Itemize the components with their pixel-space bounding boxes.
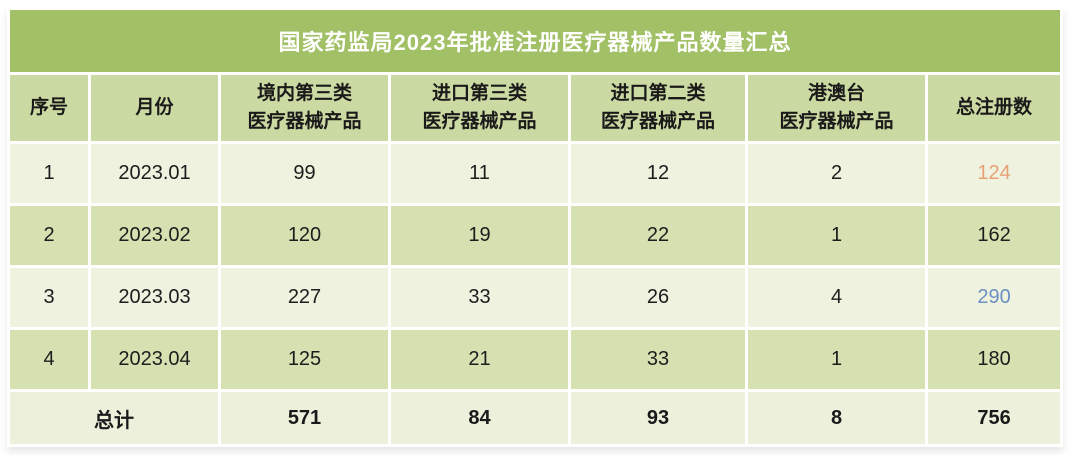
page-title: 国家药监局2023年批准注册医疗器械产品数量汇总 — [10, 10, 1061, 72]
table-row: 3 2023.03 227 33 26 4 290 — [10, 268, 1061, 327]
column-header-import_class2: 进口第二类医疗器械产品 — [571, 75, 745, 141]
column-header-domestic_class3: 境内第三类医疗器械产品 — [221, 75, 388, 141]
column-header-month: 月份 — [91, 75, 218, 141]
total-cell-domestic-class3: 571 — [221, 392, 388, 444]
cell-seq: 2 — [10, 206, 88, 265]
column-header-line: 医疗器械产品 — [422, 111, 537, 132]
table-row: 4 2023.04 125 21 33 1 180 — [10, 330, 1061, 389]
column-header-import_class3: 进口第三类医疗器械产品 — [391, 75, 568, 141]
cell-month: 2023.04 — [91, 330, 218, 389]
column-header-line: 医疗器械产品 — [247, 111, 362, 132]
cell-import_class2: 33 — [571, 330, 745, 389]
column-header-line: 医疗器械产品 — [600, 111, 715, 132]
column-header-line: 医疗器械产品 — [779, 111, 894, 132]
table-body: 1 2023.01 99 11 12 2 124 2 2023.02 120 19 22 1 162 3 20… — [10, 144, 1061, 389]
cell-import_class2: 26 — [571, 268, 745, 327]
cell-hmt: 1 — [748, 206, 925, 265]
cell-hmt: 2 — [748, 144, 925, 203]
column-header-seq: 序号 — [10, 75, 88, 141]
cell-import_class2: 22 — [571, 206, 745, 265]
column-header-total: 总注册数 — [928, 75, 1061, 141]
cell-import_class3: 21 — [391, 330, 568, 389]
cell-total: 124 — [928, 144, 1061, 203]
cell-domestic_class3: 227 — [221, 268, 388, 327]
total-cell-hmt: 8 — [748, 392, 925, 444]
cell-hmt: 4 — [748, 268, 925, 327]
header-row: 序号 月份 境内第三类 医疗器械产品 进口第三类 医疗器械产品 进口第二类 医疗器械产品 港澳台… — [10, 75, 1061, 141]
cell-seq: 1 — [10, 144, 88, 203]
total-cell-import-class2: 93 — [571, 392, 745, 444]
cell-total: 162 — [928, 206, 1061, 265]
column-header-line: 进口第二类 — [610, 83, 706, 105]
cell-seq: 4 — [10, 330, 88, 389]
column-header-line: 总注册数 — [956, 97, 1033, 119]
cell-total: 180 — [928, 330, 1061, 389]
cell-month: 2023.01 — [91, 144, 218, 203]
summary-table: 国家药监局2023年批准注册医疗器械产品数量汇总 序号 月份 境内第三类医疗器械产品… — [7, 7, 1063, 447]
cell-import_class3: 33 — [391, 268, 568, 327]
total-cell-import-class3: 84 — [391, 392, 568, 444]
cell-import_class3: 19 — [391, 206, 568, 265]
title-row: 国家药监局2023年批准注册医疗器械产品数量汇总 — [10, 10, 1061, 72]
cell-domestic_class3: 99 — [221, 144, 388, 203]
table-row: 1 2023.01 99 11 12 2 124 — [10, 144, 1061, 203]
cell-import_class2: 12 — [571, 144, 745, 203]
column-header-line: 进口第三类 — [431, 83, 527, 105]
total-label: 总计 — [10, 392, 218, 444]
column-header-line: 境内第三类 — [256, 83, 352, 105]
column-header-line: 月份 — [135, 97, 174, 119]
total-row: 总计 571 84 93 8 756 — [10, 392, 1061, 444]
cell-month: 2023.03 — [91, 268, 218, 327]
cell-seq: 3 — [10, 268, 88, 327]
column-header-line: 序号 — [29, 97, 68, 119]
cell-month: 2023.02 — [91, 206, 218, 265]
column-header-line: 港澳台 — [807, 83, 865, 105]
cell-import_class3: 11 — [391, 144, 568, 203]
cell-domestic_class3: 125 — [221, 330, 388, 389]
total-cell-grand-total: 756 — [928, 392, 1061, 444]
cell-total: 290 — [928, 268, 1061, 327]
cell-domestic_class3: 120 — [221, 206, 388, 265]
column-header-hmt: 港澳台 医疗器械产品 — [748, 75, 925, 141]
cell-hmt: 1 — [748, 330, 925, 389]
table-row: 2 2023.02 120 19 22 1 162 — [10, 206, 1061, 265]
